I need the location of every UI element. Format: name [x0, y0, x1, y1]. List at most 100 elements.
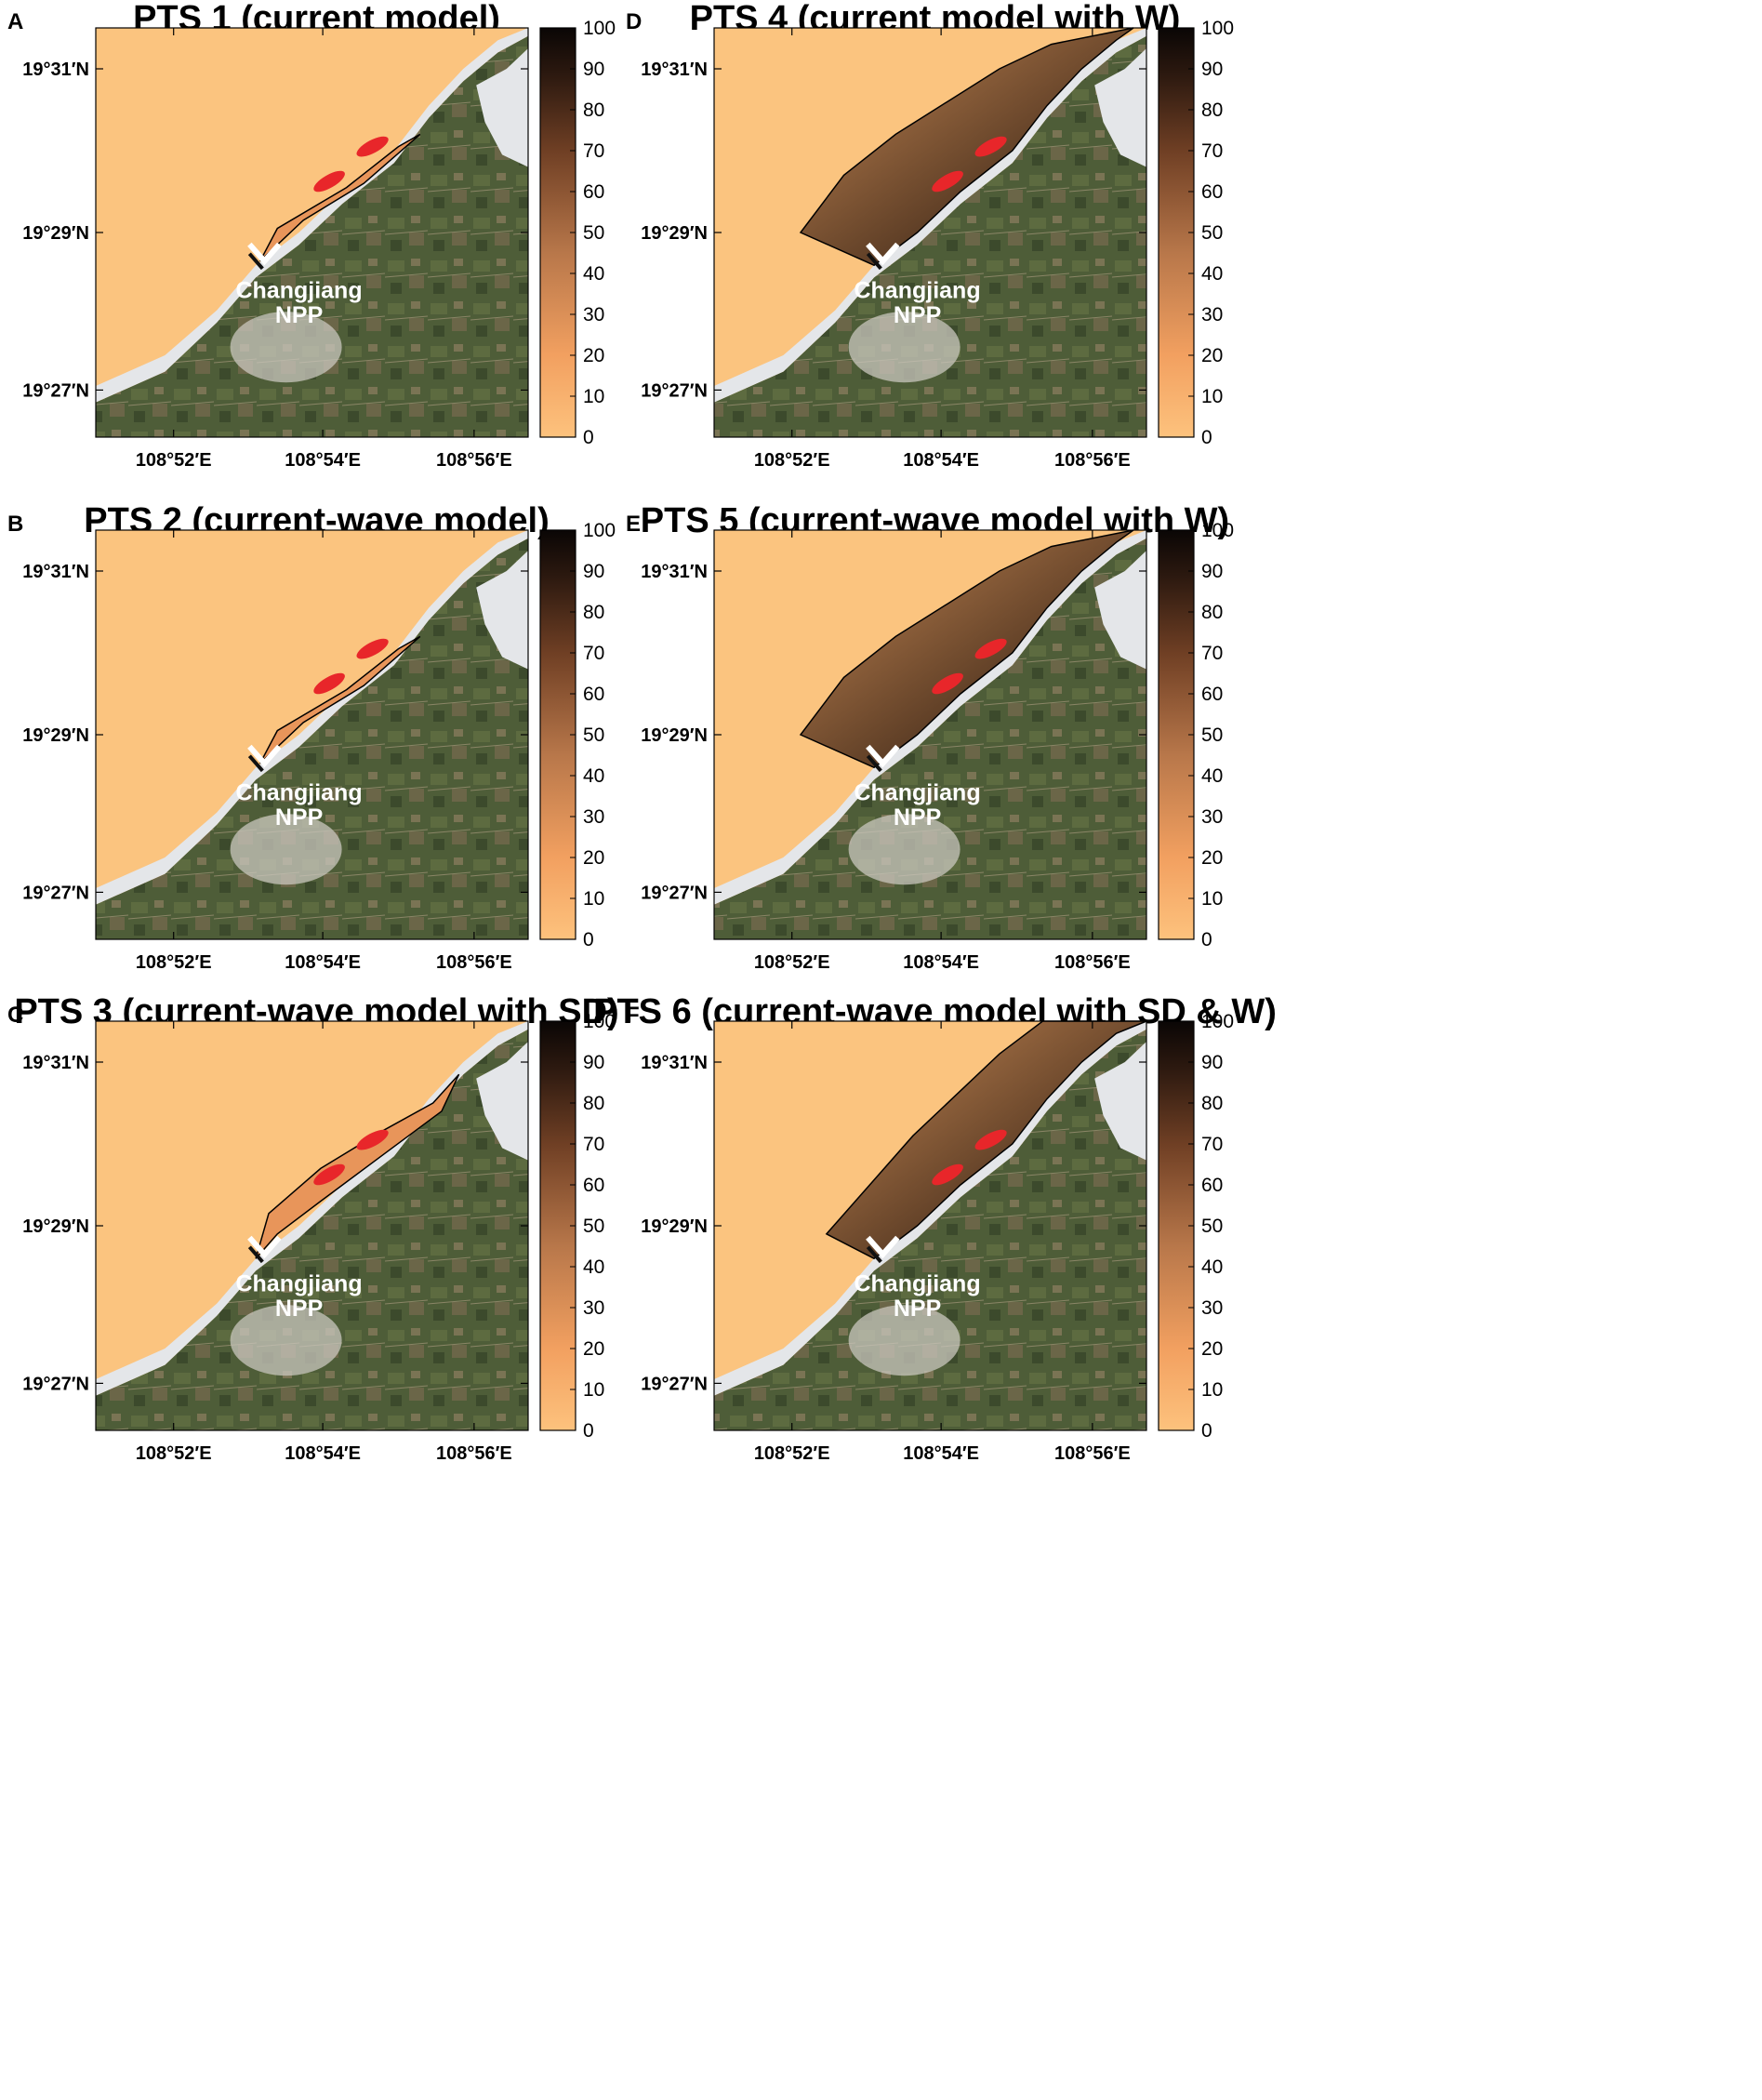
outfall-structure [866, 242, 900, 266]
y-tick-label: 19°27′N [641, 883, 708, 903]
colorbar-tick-label: 50 [1201, 222, 1223, 244]
colorbar-tick-label: 70 [583, 643, 604, 664]
colorbar-tick-label: 10 [583, 888, 604, 910]
colorbar-tick-label: 0 [1201, 1420, 1212, 1442]
outfall-structure [866, 252, 882, 271]
colorbar-tick-label: 20 [583, 1338, 604, 1360]
colorbar-tick-label: 40 [583, 765, 604, 787]
colorbar-tick-label: 60 [583, 1175, 604, 1196]
beach-strip [96, 530, 528, 905]
x-tick-label: 108°54′E [285, 952, 361, 973]
site-label-type: NPP [894, 1296, 941, 1322]
plume-contour [259, 133, 421, 262]
outfall-structure [247, 1235, 282, 1259]
land-area [714, 538, 1146, 939]
colorbar-tick-label: 70 [583, 140, 604, 162]
colorbar-tick-label: 100 [583, 18, 616, 39]
panel-letter: B [7, 512, 23, 537]
site-label-name: Changjiang [235, 277, 362, 303]
x-tick-label: 108°56′E [436, 450, 512, 471]
colorbar-tick-label: 50 [1201, 1216, 1223, 1237]
beach-strip [714, 530, 1146, 905]
colorbar-tick-label: 70 [583, 1134, 604, 1155]
marker-north [974, 136, 1007, 157]
outfall-structure [866, 754, 882, 773]
colorbar-tick-label: 80 [583, 602, 604, 623]
colorbar-tick-label: 10 [583, 1379, 604, 1401]
y-tick-label: 19°27′N [641, 1374, 708, 1394]
beach-strip [714, 28, 1146, 403]
colorbar-tick-label: 0 [583, 1420, 594, 1442]
land-area [96, 1029, 528, 1430]
colorbar-tick-label: 100 [1201, 1011, 1234, 1032]
colorbar-tick-label: 100 [583, 520, 616, 541]
map-panel-b: B PTS 2 (current-wave model)ChangjiangNPP… [7, 501, 616, 973]
x-tick-label: 108°56′E [1054, 450, 1131, 471]
colorbar-tick-label: 90 [1201, 561, 1223, 582]
beach-strip [714, 1021, 1146, 1396]
npp-compound [230, 312, 342, 383]
colorbar-tick-label: 30 [583, 1297, 604, 1319]
land-area [96, 538, 528, 939]
y-tick-label: 19°31′N [641, 562, 708, 582]
panel-letter: D [626, 9, 642, 34]
x-tick-label: 108°56′E [436, 1443, 512, 1464]
colorbar-tick-label: 50 [1201, 724, 1223, 746]
colorbar-tick-label: 10 [1201, 888, 1223, 910]
colorbar-tick-label: 70 [1201, 643, 1223, 664]
colorbar-tick-label: 60 [1201, 1175, 1223, 1196]
y-tick-label: 19°29′N [641, 223, 708, 244]
colorbar-tick-label: 30 [583, 806, 604, 828]
y-tick-label: 19°31′N [641, 1053, 708, 1073]
site-label-name: Changjiang [854, 779, 980, 805]
colorbar-tick-label: 30 [1201, 806, 1223, 828]
land-area [96, 35, 528, 438]
npp-compound [230, 814, 342, 885]
npp-compound [848, 312, 960, 383]
y-tick-label: 19°31′N [22, 1053, 89, 1073]
colorbar-tick-label: 70 [1201, 1134, 1223, 1155]
y-tick-label: 19°29′N [22, 1216, 89, 1237]
colorbar-tick-label: 40 [1201, 765, 1223, 787]
colorbar-tick-label: 100 [1201, 520, 1234, 541]
site-label-type: NPP [894, 302, 941, 328]
colorbar-tick-label: 40 [1201, 1256, 1223, 1278]
y-tick-label: 19°29′N [22, 223, 89, 244]
npp-compound [230, 1305, 342, 1376]
y-tick-label: 19°29′N [641, 725, 708, 746]
land-area [714, 35, 1146, 438]
colorbar-tick-label: 20 [1201, 1338, 1223, 1360]
colorbar-tick-label: 0 [583, 427, 594, 448]
x-tick-label: 108°56′E [1054, 952, 1131, 973]
colorbar-tick-label: 90 [1201, 59, 1223, 80]
site-label-type: NPP [275, 804, 323, 831]
x-tick-label: 108°52′E [754, 952, 830, 973]
outfall-structure [247, 242, 282, 266]
x-tick-label: 108°56′E [436, 952, 512, 973]
site-label-type: NPP [894, 804, 941, 831]
colorbar-tick-label: 80 [1201, 100, 1223, 121]
outfall-structure [866, 744, 900, 768]
colorbar-tick-label: 60 [583, 181, 604, 203]
colorbar-tick-label: 30 [1201, 304, 1223, 326]
colorbar-tick-label: 30 [1201, 1297, 1223, 1319]
map-panel-d: D PTS 4 (current model with W)ChangjiangN… [626, 0, 1234, 471]
panel-letter: A [7, 9, 23, 34]
colorbar-tick-label: 20 [583, 847, 604, 869]
x-tick-label: 108°54′E [285, 1443, 361, 1464]
outfall-structure [866, 1235, 900, 1259]
y-tick-label: 19°27′N [22, 380, 89, 401]
bay-area [476, 551, 528, 670]
plume-contour [255, 1073, 460, 1259]
colorbar-tick-label: 80 [583, 1093, 604, 1114]
panel-letter: E [626, 512, 641, 537]
site-label-name: Changjiang [854, 1270, 980, 1296]
y-tick-label: 19°31′N [22, 562, 89, 582]
colorbar-tick-label: 60 [1201, 181, 1223, 203]
colorbar [539, 27, 576, 438]
colorbar-tick-label: 0 [1201, 427, 1212, 448]
x-tick-label: 108°56′E [1054, 1443, 1131, 1464]
marker-north [974, 1129, 1007, 1150]
outfall-structure [247, 744, 282, 768]
